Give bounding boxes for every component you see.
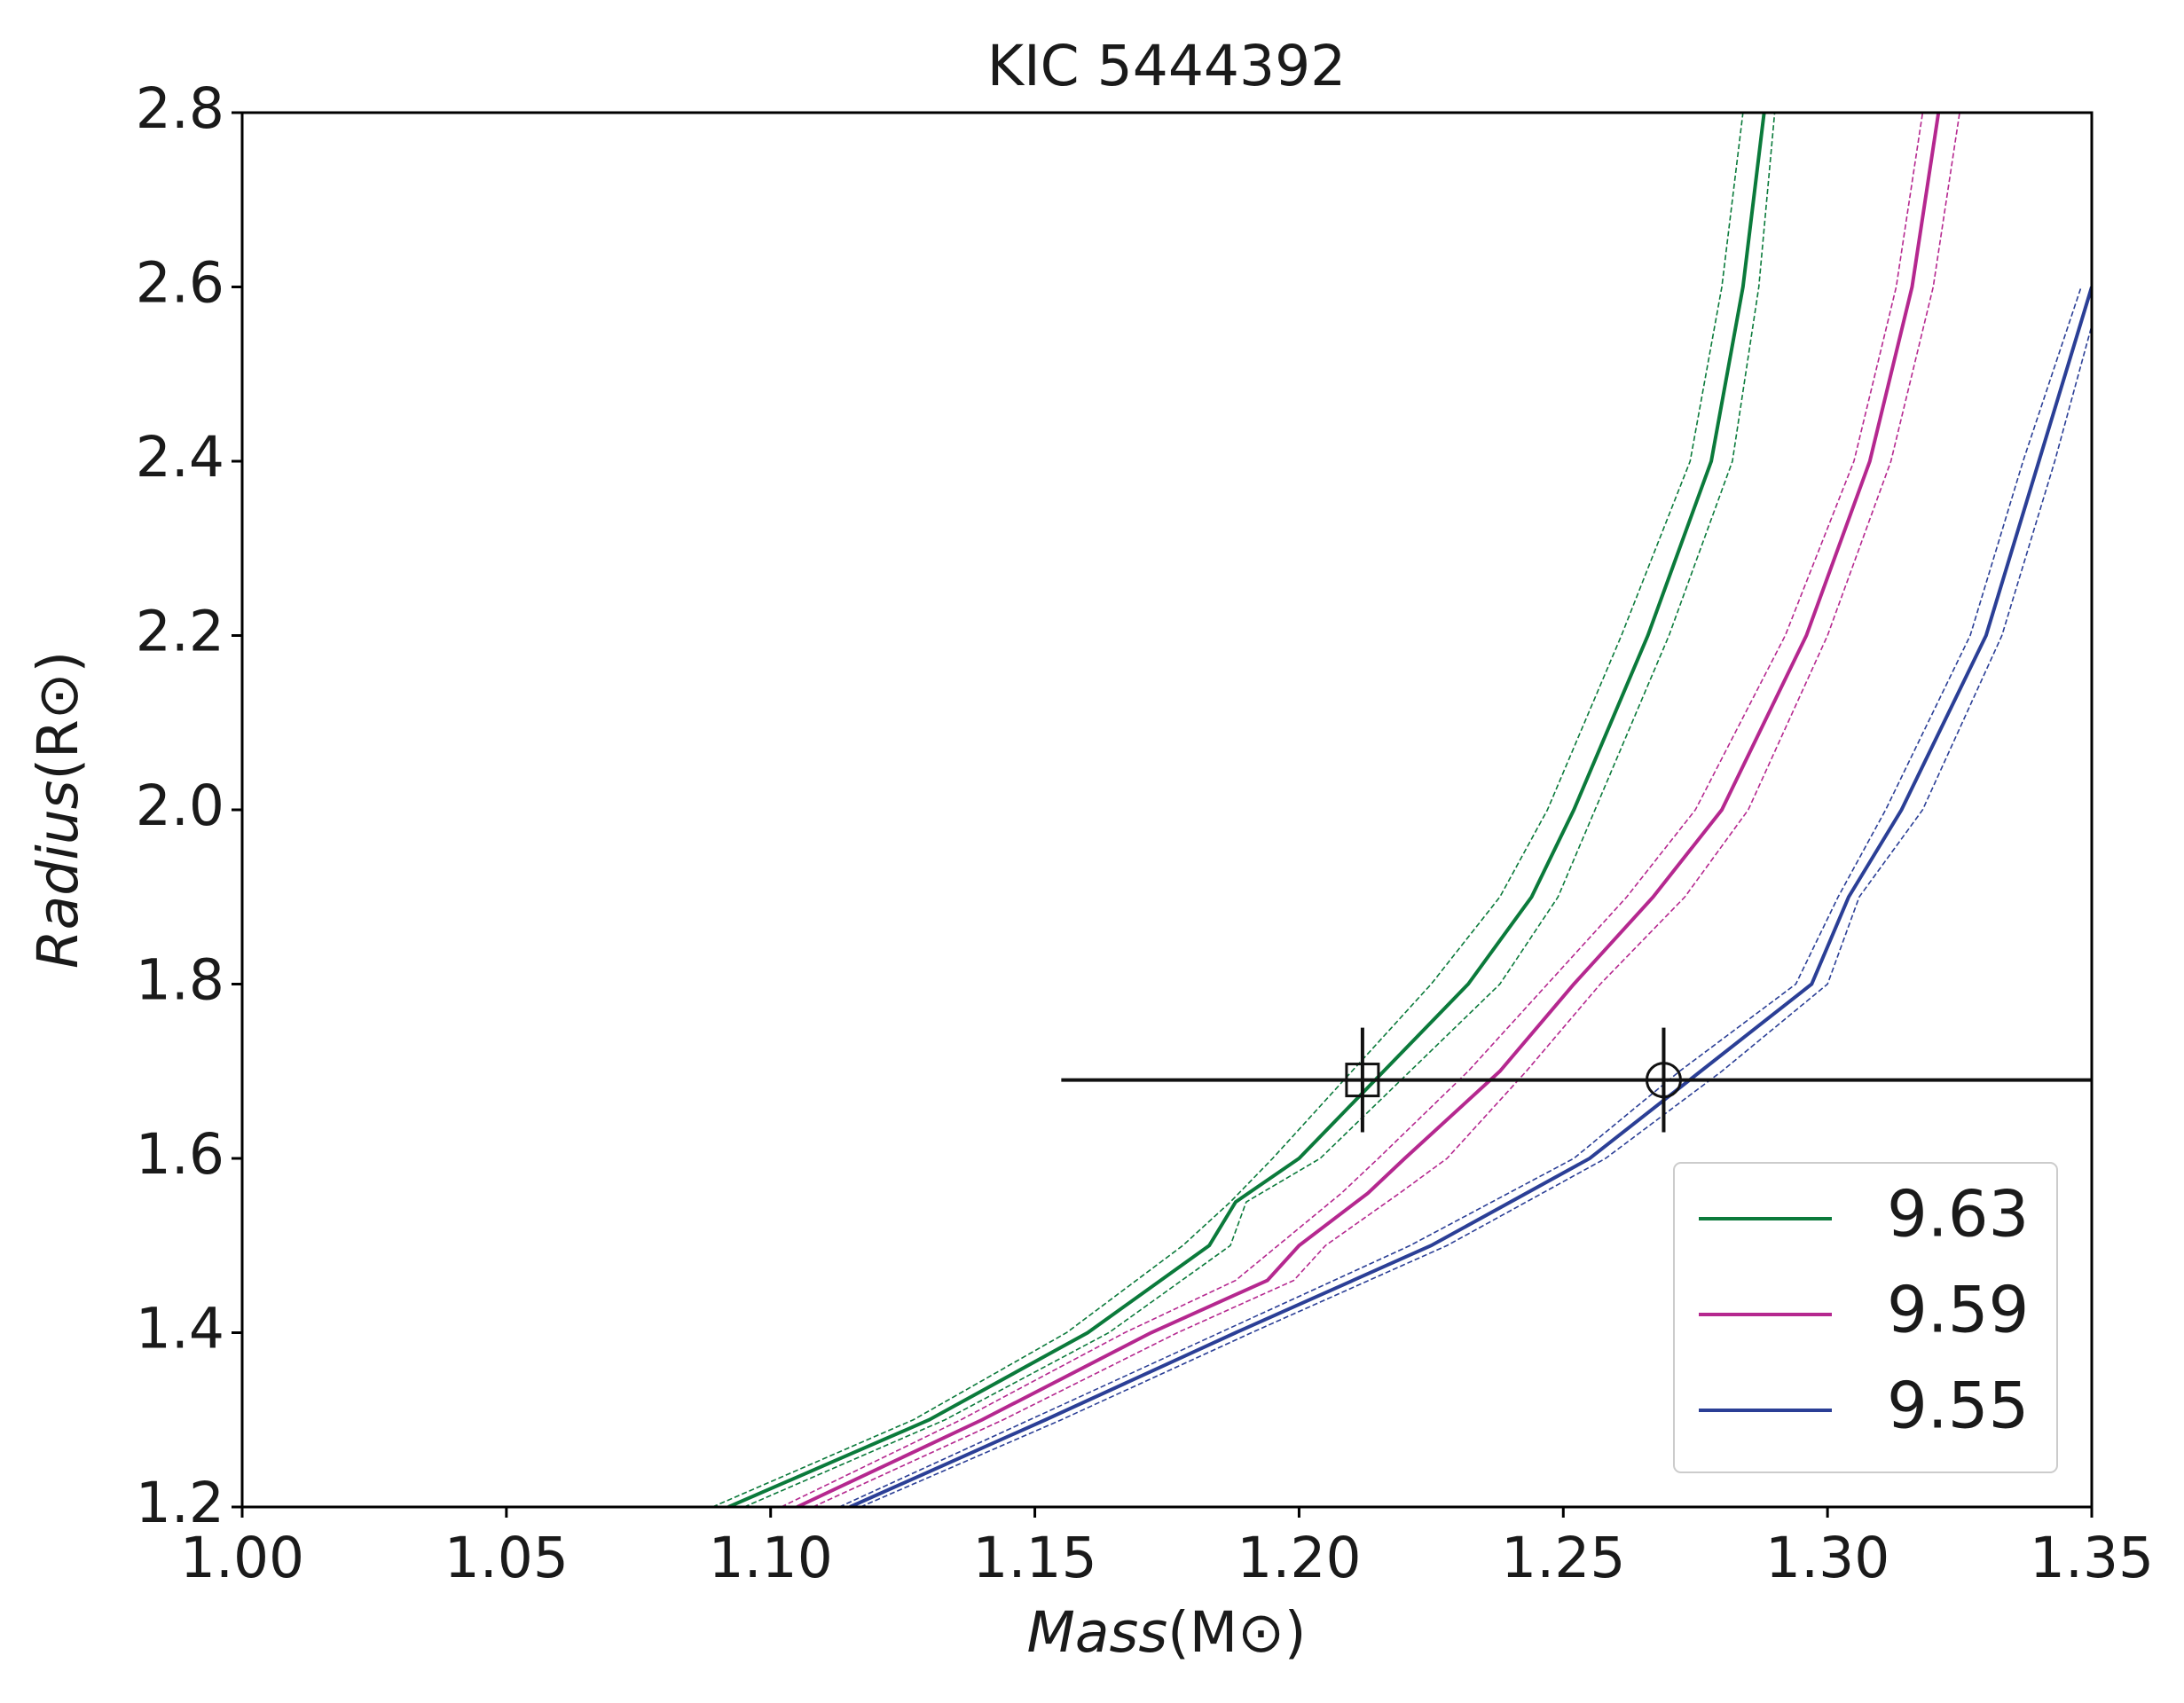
y-tick-label: 2.8 bbox=[136, 76, 224, 141]
legend-box bbox=[1673, 1162, 2058, 1473]
y-tick-label: 1.6 bbox=[136, 1122, 224, 1187]
x-tick-label: 1.15 bbox=[972, 1526, 1096, 1590]
x-label-unit: (M⊙) bbox=[1167, 1600, 1306, 1665]
point-marker bbox=[1645, 1062, 1682, 1099]
y-label-unit: (R⊙) bbox=[26, 651, 90, 781]
x-tick-label: 1.30 bbox=[1765, 1526, 1889, 1590]
band-line bbox=[743, 113, 1776, 1507]
y-tick-label: 2.2 bbox=[136, 600, 224, 664]
x-axis-label: Mass(M⊙) bbox=[1027, 1600, 1307, 1665]
y-label-text: Radius bbox=[26, 781, 90, 969]
chart-title: KIC 5444392 bbox=[987, 34, 1347, 98]
band-line bbox=[711, 113, 1744, 1507]
y-tick-label: 1.2 bbox=[136, 1471, 224, 1535]
y-tick-label: 1.8 bbox=[136, 948, 224, 1013]
series-line bbox=[727, 113, 1766, 1507]
x-label-text: Mass bbox=[1027, 1600, 1168, 1665]
x-tick-label: 1.00 bbox=[180, 1526, 304, 1590]
y-tick-label: 2.6 bbox=[136, 251, 224, 316]
legend-label: 9.59 bbox=[1887, 1273, 2029, 1347]
series-line bbox=[796, 113, 1941, 1507]
band-line bbox=[838, 286, 2082, 1507]
x-tick-label: 1.20 bbox=[1237, 1526, 1361, 1590]
y-tick-label: 2.0 bbox=[136, 773, 224, 838]
band-line bbox=[813, 113, 1960, 1507]
legend-label: 9.55 bbox=[1887, 1369, 2029, 1443]
y-axis-label: Radius(R⊙) bbox=[26, 651, 90, 969]
x-tick-label: 1.25 bbox=[1501, 1526, 1625, 1590]
y-tick-label: 1.4 bbox=[136, 1297, 224, 1362]
series-line bbox=[849, 286, 2092, 1507]
band-line bbox=[860, 323, 2092, 1507]
legend-label: 9.63 bbox=[1887, 1177, 2029, 1252]
band-line bbox=[781, 113, 1924, 1507]
x-tick-label: 1.10 bbox=[709, 1526, 833, 1590]
plot-area bbox=[711, 113, 2092, 1507]
x-tick-label: 1.35 bbox=[2030, 1526, 2154, 1590]
x-tick-label: 1.05 bbox=[444, 1526, 569, 1590]
y-tick-label: 2.4 bbox=[136, 425, 224, 490]
